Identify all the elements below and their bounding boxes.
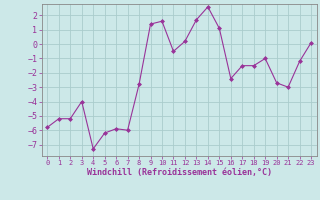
X-axis label: Windchill (Refroidissement éolien,°C): Windchill (Refroidissement éolien,°C) <box>87 168 272 177</box>
